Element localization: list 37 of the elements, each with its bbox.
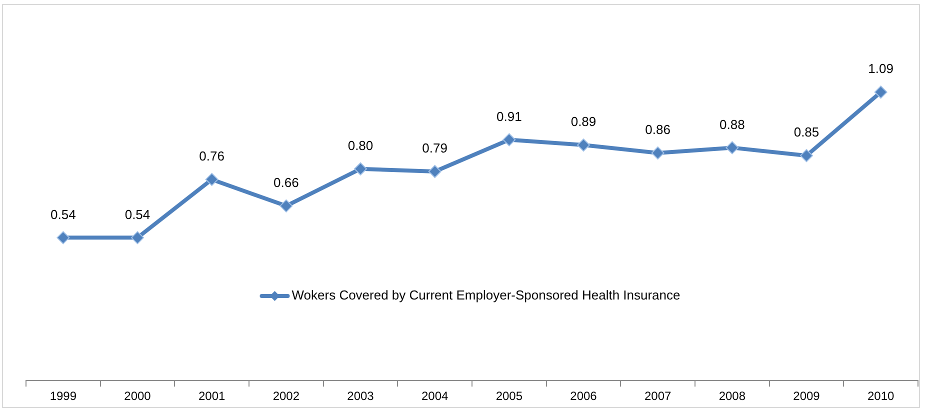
x-tick-label: 2008 (718, 389, 746, 404)
x-tick-label: 2007 (644, 389, 672, 404)
data-label: 0.66 (274, 175, 299, 190)
x-tick-label: 2005 (496, 389, 523, 404)
point (874, 86, 888, 99)
data-label: 0.91 (496, 108, 522, 124)
data-label: 0.86 (645, 122, 670, 138)
point (354, 162, 367, 176)
point (56, 231, 70, 244)
point (651, 146, 664, 160)
data-label: 0.85 (794, 124, 820, 140)
point (131, 231, 144, 244)
point (726, 141, 739, 154)
data-label: 0.76 (199, 148, 224, 164)
point (502, 133, 516, 146)
legend-label: Wokers Covered by Current Employer-Sponsored Health Insurance (292, 288, 680, 303)
data-label: 0.88 (720, 116, 745, 132)
data-label: 0.54 (124, 206, 150, 222)
x-tick-label: 2006 (570, 389, 598, 404)
data-label: 0.89 (570, 114, 596, 130)
x-tick-label: 2010 (867, 389, 895, 404)
point (800, 149, 813, 162)
x-tick-label: 2003 (347, 389, 374, 404)
x-tick-label: 2004 (421, 389, 449, 404)
x-tick-label: 1999 (50, 389, 77, 404)
data-label: 0.80 (348, 138, 374, 153)
data-label: 0.79 (422, 140, 448, 156)
data-label: 0.54 (50, 206, 76, 222)
x-tick-label: 2000 (124, 389, 152, 404)
point (577, 138, 590, 152)
x-tick-label: 2001 (198, 389, 226, 404)
x-tick-label: 2002 (272, 389, 300, 404)
data-label: 1.09 (868, 61, 894, 76)
point (428, 165, 442, 178)
point (280, 199, 293, 212)
x-tick-label: 2009 (793, 389, 820, 404)
point (205, 172, 218, 186)
